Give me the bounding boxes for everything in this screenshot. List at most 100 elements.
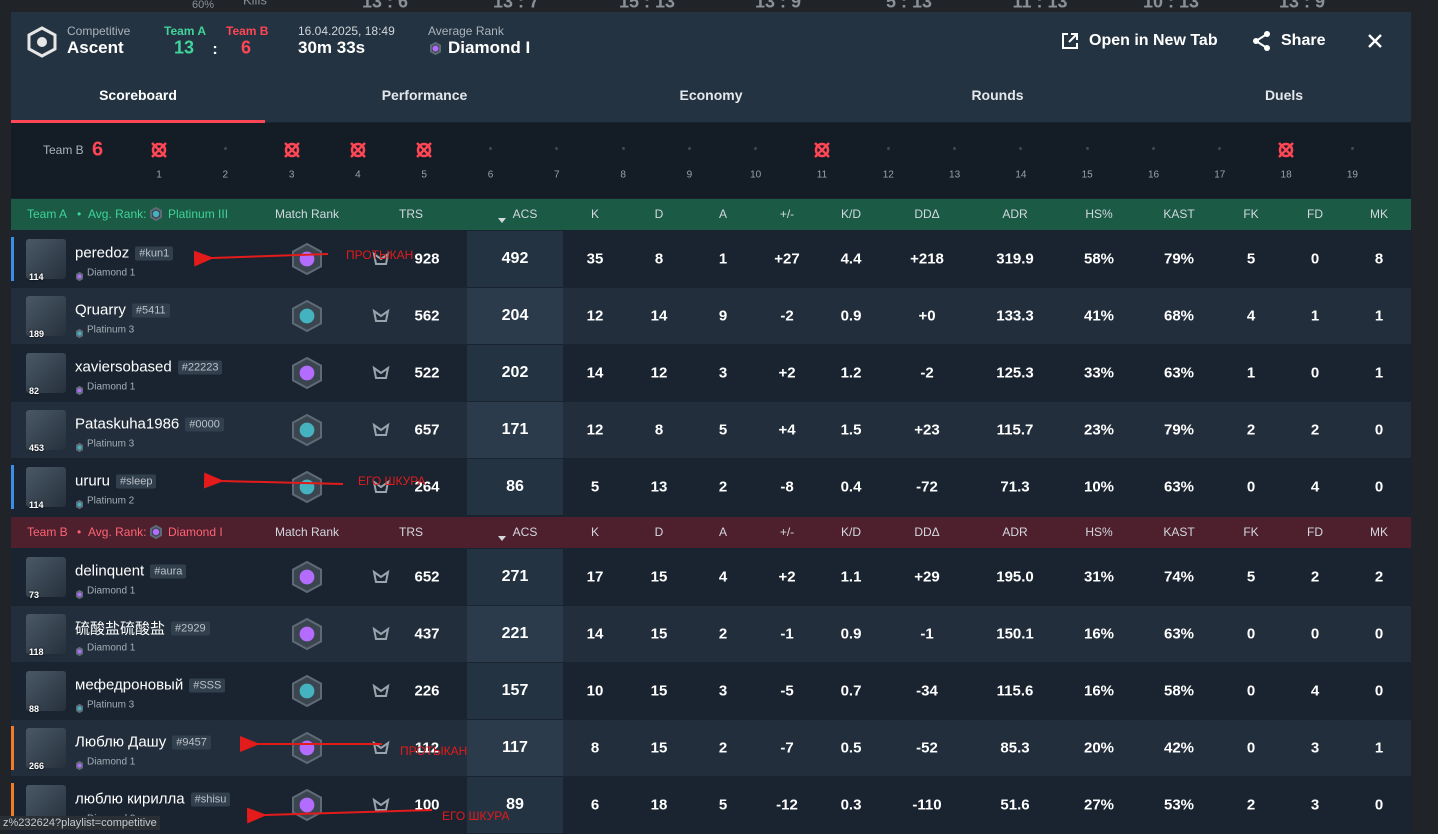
stat-11: 0 [1246,739,1256,757]
stat-5: -2 [780,307,794,325]
share-icon[interactable] [1252,30,1272,52]
stat-3: 13 [650,478,668,496]
column-header: MK [1370,525,1388,539]
background-score: 15 : 13 [618,0,676,12]
stat-2: 6 [590,796,600,814]
close-button[interactable] [1367,33,1383,49]
player-rank-icon [75,643,84,657]
background-score: 5 : 13 [885,0,933,12]
stat-2: 14 [586,364,604,382]
stat-8: 85.3 [1000,739,1030,757]
trs-icon [372,478,390,496]
stat-5: -8 [780,478,794,496]
stat-11: 5 [1246,250,1256,268]
tab[interactable]: Economy [679,87,743,103]
stat-4: 3 [718,364,728,382]
stat-6: 0.7 [840,682,862,700]
player-rank: Diamond 1 [87,381,136,393]
player-tag: #2929 [171,621,210,635]
stat-0: 226 [414,682,440,700]
team-a-score: 13 [173,37,195,58]
player-tag: #0000 [185,417,224,431]
round-dot [754,147,758,150]
timeline-team: Team B [43,143,84,157]
stat-7: -1 [920,625,934,643]
stat-5: -5 [780,682,794,700]
player-rank: Platinum 3 [87,699,135,711]
round-number: 12 [882,169,894,181]
stat-4: 4 [718,568,728,586]
team-header-row [11,199,1411,230]
player-name: ururu [75,472,111,490]
stat-8: 125.3 [996,364,1034,382]
open-new-tab[interactable]: Open in New Tab [1089,32,1218,49]
stat-11: 4 [1246,307,1256,325]
match-rank-icon [291,356,323,390]
agent-portrait [26,728,66,768]
player-level: 189 [29,329,45,339]
player-row [11,549,1411,605]
column-header: TRS [399,525,423,539]
player-rank-icon [75,496,84,510]
annotation: ЕГО ШКУРА [358,474,426,488]
stat-2: 8 [590,739,600,757]
player-tag: #22223 [177,360,223,374]
stat-11: 0 [1246,682,1256,700]
stat-5: -7 [780,739,794,757]
bullet: • [77,525,82,539]
tab[interactable]: Scoreboard [99,87,177,103]
player-rank: Platinum 3 [87,324,135,336]
stat-6: 1.1 [840,568,862,586]
stat-12: 1 [1310,307,1320,325]
player-level: 88 [29,704,40,714]
player-name: delinquent [75,562,145,580]
stat-2: 35 [586,250,604,268]
match-rank-icon [291,413,323,447]
open-tab-icon[interactable] [1060,31,1080,51]
stat-7: +23 [914,421,940,439]
round-dot [953,147,957,150]
stat-3: 15 [650,682,668,700]
stat-4: 5 [718,796,728,814]
column-header: FD [1307,525,1323,539]
stat-1: 89 [506,796,524,813]
player-rank: Diamond 1 [87,756,136,768]
round-win-icon [348,140,368,160]
stat-13: 0 [1374,682,1384,700]
tab[interactable]: Rounds [971,87,1024,103]
round-number: 6 [487,169,494,181]
column-header: KAST [1163,525,1195,539]
round-dot [886,147,890,150]
column-header: +/- [779,207,795,221]
player-row [11,345,1411,401]
match-duration: 30m 33s [298,38,366,57]
round-number: 13 [949,169,961,181]
party-marker [11,726,14,770]
round-number: 3 [288,169,295,181]
player-rank-icon [75,382,84,396]
column-header: MK [1370,207,1388,221]
round-dot [489,147,492,150]
player-tag: #5411 [131,303,170,317]
tab[interactable]: Performance [381,87,468,103]
mode: Competitive [67,24,131,38]
share-button[interactable]: Share [1281,32,1326,49]
player-rank-icon [75,757,84,771]
stat-9: 27% [1083,796,1115,814]
player-level: 453 [29,443,45,453]
stat-4: 5 [718,421,728,439]
stat-10: 63% [1163,625,1195,643]
match-rank-icon [291,299,323,333]
stat-13: 2 [1374,568,1384,586]
column-header: D [654,525,664,539]
stat-7: +29 [914,568,940,586]
stat-4: 2 [718,625,728,643]
stat-10: 58% [1163,682,1195,700]
tab[interactable]: Duels [1264,87,1304,103]
stat-11: 0 [1246,478,1256,496]
player-rank: Platinum 2 [87,495,135,507]
round-number: 17 [1214,169,1226,181]
round-dot [687,147,691,150]
avg-rank-label: Avg. Rank: [88,207,147,221]
